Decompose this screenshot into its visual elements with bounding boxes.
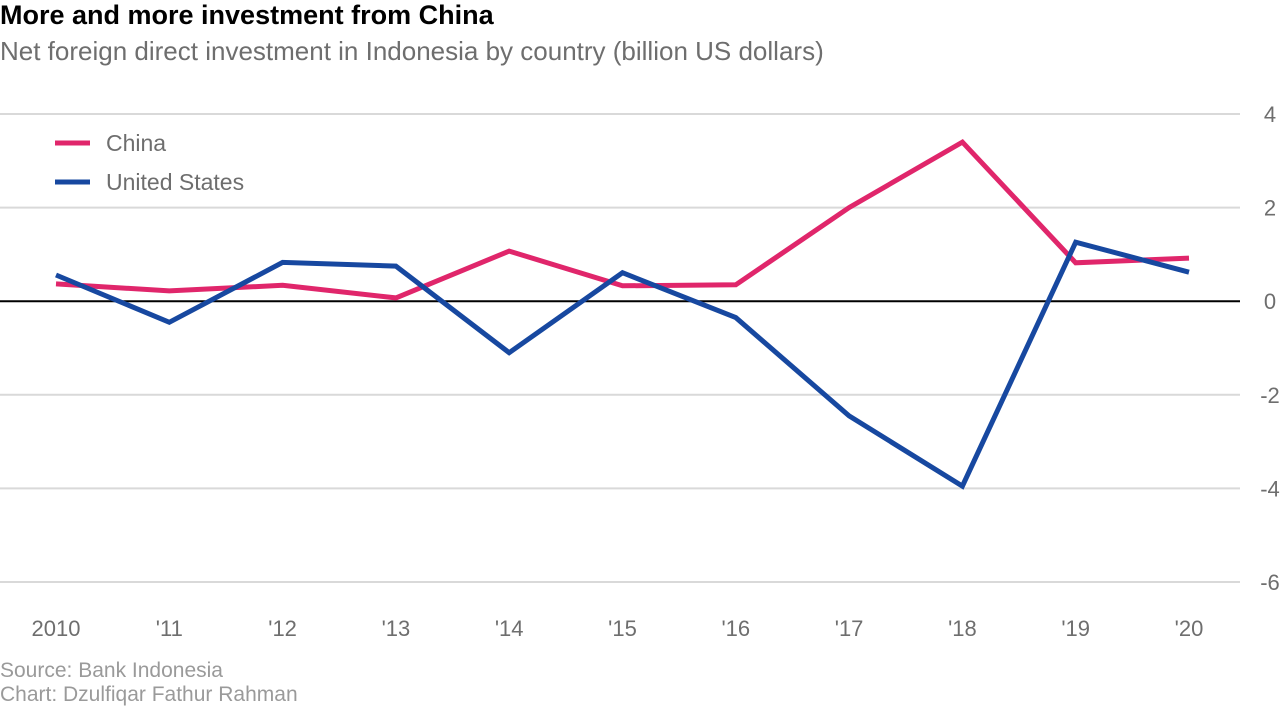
series-lines [55, 138, 1190, 490]
legend-label: China [106, 130, 166, 156]
y-axis-tick-labels: 4 2 0 -2 -4 -6 [1260, 102, 1280, 595]
y-tick-label: 4 [1264, 102, 1276, 127]
x-tick-label: '11 [156, 616, 183, 641]
y-tick-label: -6 [1260, 570, 1280, 595]
chart-subtitle: Net foreign direct investment in Indones… [0, 36, 824, 66]
series-line-united-states [55, 239, 1190, 490]
x-tick-label: '19 [1061, 616, 1090, 641]
y-tick-label: -4 [1260, 476, 1280, 501]
x-tick-label: '13 [382, 616, 411, 641]
y-tick-label: 0 [1264, 289, 1276, 314]
gridlines [0, 113, 1240, 583]
source-note: Source: Bank Indonesia [0, 659, 223, 682]
legend: China United States [55, 130, 244, 195]
x-tick-label: '17 [835, 616, 864, 641]
chart-credit: Chart: Dzulfiqar Fathur Rahman [0, 683, 298, 706]
y-tick-label: -2 [1260, 383, 1280, 408]
x-axis-tick-labels: 2010 '11 '12 '13 '14 '15 '16 '17 '18 '19 '20 [32, 616, 1204, 641]
x-tick-label: '18 [948, 616, 977, 641]
x-tick-label: '14 [495, 616, 524, 641]
series-line-china [55, 138, 1190, 301]
x-tick-label: '16 [721, 616, 750, 641]
x-tick-label: '20 [1175, 616, 1204, 641]
legend-label: United States [106, 169, 244, 195]
chart-title: More and more investment from China [0, 0, 494, 30]
y-tick-label: 2 [1264, 196, 1276, 221]
x-tick-label: 2010 [32, 616, 81, 641]
x-tick-label: '12 [268, 616, 297, 641]
x-tick-label: '15 [608, 616, 637, 641]
